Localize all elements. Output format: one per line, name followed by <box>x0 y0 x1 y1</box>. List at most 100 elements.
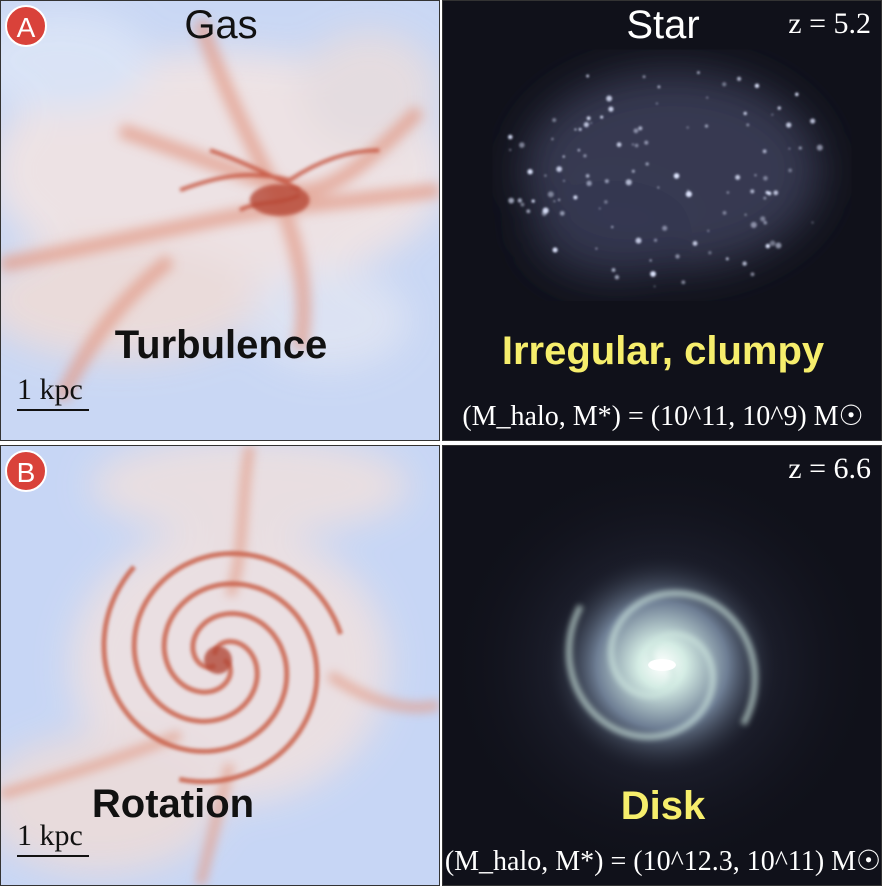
star-clump <box>563 179 565 182</box>
star-clump <box>743 111 747 116</box>
star-clump <box>598 207 601 210</box>
star-clump <box>681 280 686 285</box>
star-clump <box>616 142 622 148</box>
star-clump <box>634 143 639 148</box>
mass-label: (M_halo, M*) = (10^11, 10^9) M☉ <box>462 401 864 432</box>
stellar-map-a <box>443 1 881 440</box>
star-clump <box>725 257 729 261</box>
gas-regime-label: Turbulence <box>114 323 328 367</box>
star-clump <box>590 121 593 124</box>
star-clump <box>625 179 632 186</box>
star-clump <box>553 200 556 202</box>
star-clump <box>586 116 591 121</box>
star-clump <box>638 126 643 131</box>
star-clump <box>544 174 547 177</box>
star-clump <box>765 243 771 249</box>
star-clump <box>736 76 742 81</box>
star-clump <box>765 190 769 195</box>
star-clump <box>586 74 590 78</box>
spiral-arm <box>101 565 290 754</box>
star-clump <box>777 106 781 110</box>
gas-panel-a: A Gas Turbulence 1 kpc <box>0 0 440 441</box>
redshift-label: z = 6.6 <box>788 452 871 485</box>
star-clump <box>642 75 646 79</box>
row-a: A Gas Turbulence 1 kpc Star z = 5.2 Irre… <box>0 0 882 441</box>
star-panel-title: Star <box>626 3 700 47</box>
star-clump <box>611 268 616 272</box>
star-clump <box>708 251 712 255</box>
spiral-arm <box>608 590 758 726</box>
star-clump <box>662 225 668 231</box>
star-clump <box>526 209 531 214</box>
star-clump <box>735 174 741 180</box>
star-clump <box>798 146 802 150</box>
star-clump <box>744 213 747 216</box>
star-clump <box>763 196 767 200</box>
star-clump <box>645 162 649 166</box>
star-clump <box>750 221 757 229</box>
star-clump <box>574 128 577 131</box>
star-clump <box>517 198 523 203</box>
spiral-arm <box>161 581 320 785</box>
gas-panel-b: B Rotation 1 kpc <box>0 445 440 886</box>
star-clump <box>726 191 730 194</box>
star-clump <box>608 106 614 112</box>
star-clump <box>788 147 791 150</box>
star-clump <box>692 241 698 246</box>
star-clump <box>644 140 649 145</box>
scale-bar-label: 1 kpc <box>17 373 83 406</box>
scale-bar-label: 1 kpc <box>17 819 83 852</box>
star-clump <box>577 149 581 152</box>
star-clump <box>656 102 658 105</box>
star-clump <box>771 113 774 116</box>
star-clump <box>531 199 535 203</box>
star-clump <box>508 197 515 204</box>
star-clump <box>552 247 558 253</box>
star-clump <box>707 229 710 232</box>
star-clump <box>509 148 512 151</box>
star-clump <box>746 123 750 127</box>
star-clump <box>773 190 779 196</box>
gas-regime-label: Rotation <box>91 782 255 826</box>
star-clump <box>585 174 590 178</box>
star-clump <box>653 285 656 288</box>
star-clump <box>559 210 565 216</box>
star-clump <box>795 92 799 97</box>
scale-bar: 1 kpc <box>17 373 89 411</box>
star-clump <box>604 200 608 204</box>
star-clump <box>788 168 793 173</box>
star-clump <box>750 189 755 194</box>
star-clump <box>769 240 776 247</box>
star-clump <box>611 225 614 228</box>
star-clump <box>556 166 563 173</box>
star-clump <box>760 216 766 222</box>
star-clump <box>586 180 592 187</box>
star-clump <box>673 173 680 179</box>
star-clump <box>595 247 598 250</box>
star-clump <box>685 191 692 198</box>
panel-badge: A <box>5 5 47 47</box>
star-clump <box>722 82 727 87</box>
star-clump <box>722 210 727 215</box>
star-clump <box>633 128 639 134</box>
star-clump <box>508 134 513 140</box>
star-clump <box>547 191 554 198</box>
redshift-label: z = 5.2 <box>788 7 871 40</box>
panel-badge: B <box>5 450 47 492</box>
star-clump <box>650 271 656 277</box>
row-b: B Rotation 1 kpc <box>0 445 882 886</box>
star-clump <box>583 122 589 128</box>
star-clump <box>704 124 709 128</box>
star-clump <box>754 83 760 89</box>
star-clump <box>675 254 680 259</box>
gas-density-map-a <box>1 1 439 440</box>
star-clump <box>635 237 642 244</box>
star-clump <box>810 118 816 124</box>
star-clump <box>600 115 604 119</box>
star-clump <box>742 261 747 266</box>
scale-bar-line <box>17 409 89 411</box>
morphology-label: Irregular, clumpy <box>501 329 825 373</box>
star-clump <box>631 169 635 173</box>
star-clump <box>552 118 557 123</box>
star-clump <box>573 195 578 200</box>
